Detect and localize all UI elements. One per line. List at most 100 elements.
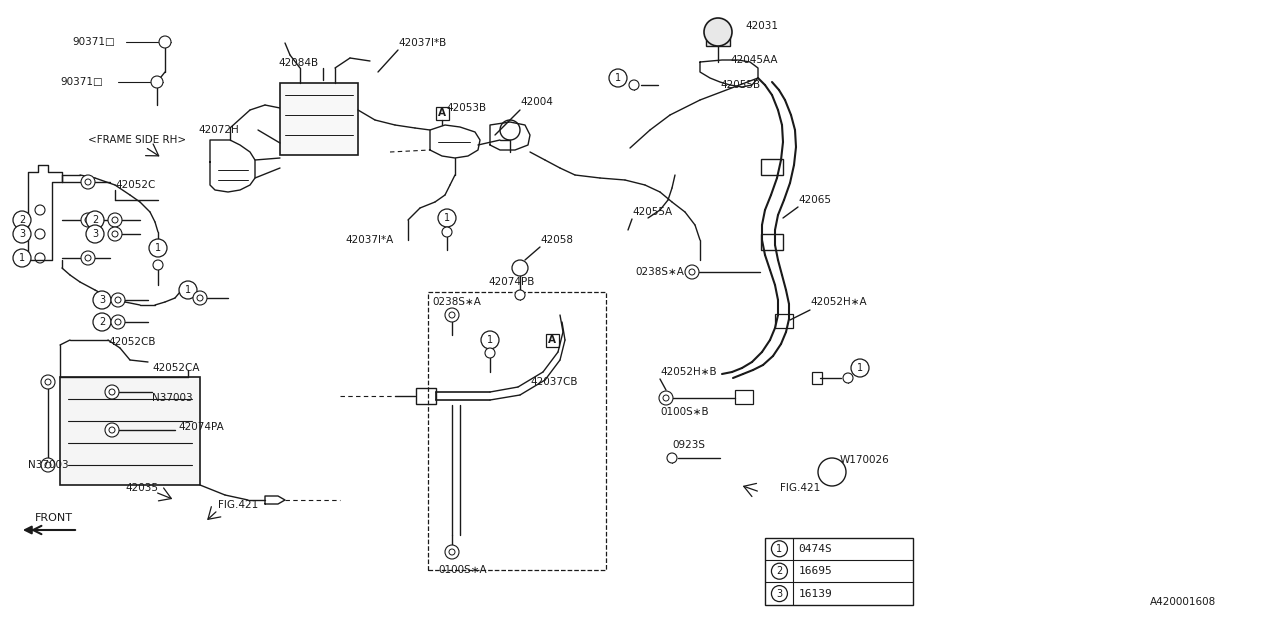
Text: 42035: 42035 bbox=[125, 483, 157, 493]
Circle shape bbox=[197, 295, 204, 301]
Circle shape bbox=[84, 217, 91, 223]
Text: 42045AA: 42045AA bbox=[730, 55, 777, 65]
Circle shape bbox=[609, 69, 627, 87]
Text: 1: 1 bbox=[155, 243, 161, 253]
Circle shape bbox=[86, 211, 104, 229]
Circle shape bbox=[179, 281, 197, 299]
Circle shape bbox=[84, 179, 91, 185]
Circle shape bbox=[193, 291, 207, 305]
Text: 42037CB: 42037CB bbox=[530, 377, 577, 387]
Text: 42037I*A: 42037I*A bbox=[346, 235, 393, 245]
Bar bbox=[280, 83, 358, 155]
Text: 1: 1 bbox=[444, 213, 451, 223]
Text: 42072H: 42072H bbox=[198, 125, 239, 135]
Text: 42055B: 42055B bbox=[721, 80, 760, 90]
Text: 42065: 42065 bbox=[797, 195, 831, 205]
Circle shape bbox=[485, 348, 495, 358]
Bar bbox=[435, 106, 448, 120]
Circle shape bbox=[851, 359, 869, 377]
Circle shape bbox=[105, 423, 119, 437]
Text: 42004: 42004 bbox=[520, 97, 553, 107]
Text: 1: 1 bbox=[184, 285, 191, 295]
Text: 42084B: 42084B bbox=[278, 58, 319, 68]
Bar bbox=[812, 372, 822, 384]
Text: 90371□: 90371□ bbox=[72, 37, 115, 47]
Circle shape bbox=[154, 260, 163, 270]
Circle shape bbox=[113, 231, 118, 237]
Circle shape bbox=[689, 269, 695, 275]
Circle shape bbox=[93, 313, 111, 331]
Text: FIG.421: FIG.421 bbox=[218, 500, 259, 510]
Bar bbox=[416, 388, 436, 404]
Circle shape bbox=[13, 211, 31, 229]
Circle shape bbox=[685, 265, 699, 279]
Text: 42031: 42031 bbox=[745, 21, 778, 31]
Circle shape bbox=[115, 297, 122, 303]
Bar bbox=[735, 390, 753, 404]
Text: 42053B: 42053B bbox=[445, 103, 486, 113]
Text: 0474S: 0474S bbox=[799, 544, 832, 554]
Bar bbox=[428, 292, 605, 570]
Bar bbox=[765, 538, 913, 605]
Text: A: A bbox=[438, 108, 445, 118]
Text: 16139: 16139 bbox=[799, 589, 832, 598]
Circle shape bbox=[81, 251, 95, 265]
Text: W170026: W170026 bbox=[840, 455, 890, 465]
Text: FRONT: FRONT bbox=[35, 513, 73, 523]
Text: FIG.421: FIG.421 bbox=[780, 483, 820, 493]
Text: 2: 2 bbox=[92, 215, 99, 225]
Text: 42052CB: 42052CB bbox=[108, 337, 155, 347]
Circle shape bbox=[772, 541, 787, 557]
Text: 0100S∗A: 0100S∗A bbox=[438, 565, 486, 575]
Text: 1: 1 bbox=[856, 363, 863, 373]
Circle shape bbox=[628, 80, 639, 90]
Text: 3: 3 bbox=[777, 589, 782, 598]
Text: 1: 1 bbox=[777, 544, 782, 554]
Text: 2: 2 bbox=[776, 566, 782, 576]
Text: 42052CA: 42052CA bbox=[152, 363, 200, 373]
Circle shape bbox=[442, 227, 452, 237]
Text: 1: 1 bbox=[486, 335, 493, 345]
Text: 90371□: 90371□ bbox=[60, 77, 102, 87]
Circle shape bbox=[93, 291, 111, 309]
Text: 3: 3 bbox=[19, 229, 26, 239]
Circle shape bbox=[481, 331, 499, 349]
Circle shape bbox=[41, 375, 55, 389]
Circle shape bbox=[41, 458, 55, 472]
Circle shape bbox=[45, 462, 51, 468]
Text: 42037I*B: 42037I*B bbox=[398, 38, 447, 48]
Text: 42052C: 42052C bbox=[115, 180, 155, 190]
Circle shape bbox=[659, 391, 673, 405]
Circle shape bbox=[445, 308, 460, 322]
Circle shape bbox=[159, 36, 172, 48]
Text: 2: 2 bbox=[19, 215, 26, 225]
Text: 0238S∗A: 0238S∗A bbox=[635, 267, 684, 277]
Text: A420001608: A420001608 bbox=[1149, 597, 1216, 607]
Circle shape bbox=[109, 427, 115, 433]
Circle shape bbox=[108, 213, 122, 227]
Text: 0923S: 0923S bbox=[672, 440, 705, 450]
Text: N37003: N37003 bbox=[28, 460, 69, 470]
Text: 1: 1 bbox=[19, 253, 26, 263]
Text: 1: 1 bbox=[614, 73, 621, 83]
Bar bbox=[545, 333, 558, 346]
Circle shape bbox=[13, 249, 31, 267]
Bar bbox=[762, 234, 783, 250]
Text: A: A bbox=[548, 335, 556, 345]
Text: 42052H∗B: 42052H∗B bbox=[660, 367, 717, 377]
Circle shape bbox=[663, 395, 669, 401]
Circle shape bbox=[449, 549, 454, 555]
Circle shape bbox=[115, 319, 122, 325]
Text: 42074PB: 42074PB bbox=[488, 277, 534, 287]
Text: 3: 3 bbox=[92, 229, 99, 239]
Circle shape bbox=[13, 225, 31, 243]
Bar bbox=[774, 314, 794, 328]
Circle shape bbox=[844, 373, 852, 383]
Circle shape bbox=[45, 379, 51, 385]
Bar bbox=[707, 32, 730, 46]
Circle shape bbox=[772, 586, 787, 602]
Bar bbox=[762, 159, 783, 175]
Circle shape bbox=[449, 312, 454, 318]
Circle shape bbox=[108, 227, 122, 241]
Text: 2: 2 bbox=[99, 317, 105, 327]
